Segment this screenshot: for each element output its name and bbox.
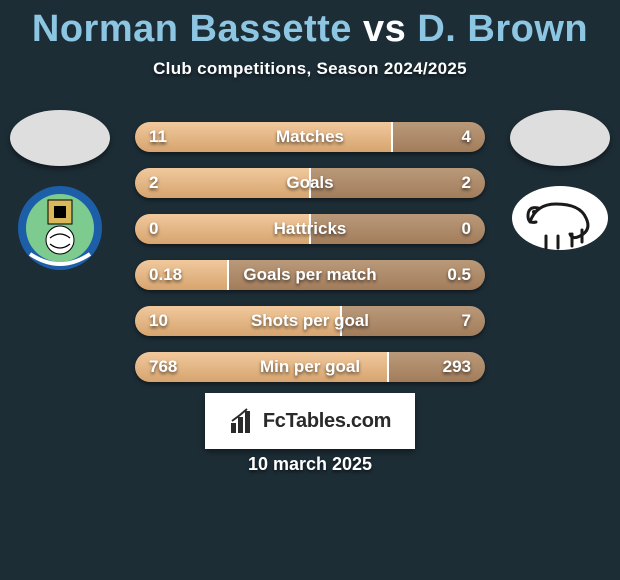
stat-label: Hattricks	[135, 214, 485, 244]
brand-text: FcTables.com	[263, 410, 391, 433]
derby-county-icon	[510, 178, 610, 278]
stat-value-right: 7	[462, 306, 471, 336]
stat-label: Shots per goal	[135, 306, 485, 336]
stat-value-right: 4	[462, 122, 471, 152]
stat-row: 768Min per goal293	[135, 352, 485, 382]
stat-value-right: 0.5	[447, 260, 471, 290]
stat-label: Goals per match	[135, 260, 485, 290]
player2-avatar	[510, 110, 610, 166]
vs-label: vs	[363, 8, 406, 50]
stat-label: Min per goal	[135, 352, 485, 382]
stat-value-right: 0	[462, 214, 471, 244]
stat-row: 10Shots per goal7	[135, 306, 485, 336]
stat-value-right: 2	[462, 168, 471, 198]
footer-date: 10 march 2025	[0, 454, 620, 475]
stat-row: 0.18Goals per match0.5	[135, 260, 485, 290]
page-title: Norman Bassette vs D. Brown	[0, 0, 620, 51]
stat-row: 11Matches4	[135, 122, 485, 152]
stat-bars: 11Matches4 2Goals2 0Hattricks0 0.18Goals pe…	[135, 122, 485, 398]
club-logo-left	[10, 178, 110, 278]
stat-row: 0Hattricks0	[135, 214, 485, 244]
player2-name: D. Brown	[417, 8, 588, 50]
player1-name: Norman Bassette	[32, 8, 352, 50]
stat-row: 2Goals2	[135, 168, 485, 198]
fctables-icon	[229, 407, 257, 435]
coventry-city-icon	[10, 178, 110, 278]
club-logo-right	[510, 178, 610, 278]
subtitle: Club competitions, Season 2024/2025	[0, 59, 620, 79]
comparison-infographic: Norman Bassette vs D. Brown Club competi…	[0, 0, 620, 580]
stat-label: Matches	[135, 122, 485, 152]
brand-badge: FcTables.com	[205, 393, 415, 449]
stat-label: Goals	[135, 168, 485, 198]
player1-avatar	[10, 110, 110, 166]
stat-value-right: 293	[443, 352, 471, 382]
